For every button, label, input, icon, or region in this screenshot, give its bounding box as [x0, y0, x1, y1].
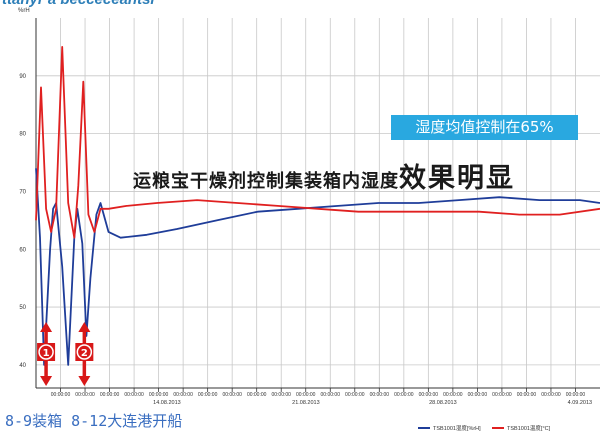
marker-number-ring — [38, 344, 54, 360]
date-label: 21.08.2013 — [292, 400, 320, 406]
headline-lead: 运粮宝干燥剂控制集装箱内湿度 — [133, 171, 399, 192]
marker-number: 1 — [43, 348, 50, 359]
axes: 40 50 60 70 80 90 %rH 00:00:00 00:00:00 00:00:00 0… — [18, 8, 600, 406]
legend-label: TSB1001湿度[%rH] — [433, 424, 481, 432]
marker-arrow-head-up — [78, 322, 91, 332]
y-tick-label: 70 — [19, 189, 26, 195]
legend: TSB1001湿度[%rH] TSB1001温度[°C] — [418, 424, 551, 432]
x-tick-label: 00:00:00 — [198, 392, 218, 398]
x-tick-label: 00:00:00 — [100, 392, 120, 398]
x-tick-label: 00:00:00 — [566, 392, 586, 398]
shipping-note: 8-9装箱 8-12大连港开船 — [5, 412, 183, 430]
marker-arrow-head-up — [40, 322, 53, 332]
x-tick-label: 00:00:00 — [173, 392, 193, 398]
x-tick-label: 00:00:00 — [345, 392, 365, 398]
marker-arrow-head-down — [78, 376, 91, 386]
marker-arrow-head-down — [40, 376, 53, 386]
x-tick-label: 00:00:00 — [124, 392, 144, 398]
date-label: 4.09.2013 — [568, 400, 592, 406]
marker-number: 2 — [81, 348, 88, 359]
grid-lines — [36, 18, 600, 388]
marker-number-ring — [76, 344, 93, 360]
series-line — [35, 46, 600, 239]
humidity-average-callout: 湿度均值控制在65% — [391, 115, 578, 140]
y-tick-label: 90 — [19, 74, 26, 80]
x-tick-label: 00:00:00 — [321, 392, 341, 398]
x-tick-label: 00:00:00 — [394, 392, 414, 398]
x-tick-label: 00:00:00 — [149, 392, 169, 398]
x-tick-label: 00:00:00 — [541, 392, 561, 398]
x-tick-label: 00:00:00 — [517, 392, 537, 398]
x-tick-label: 00:00:00 — [75, 392, 95, 398]
date-label: 28.08.2013 — [429, 400, 457, 406]
headline: 运粮宝干燥剂控制集装箱内湿度效果明显 — [133, 156, 515, 195]
x-tick-label: 00:00:00 — [247, 392, 267, 398]
headline-emphasis: 效果明显 — [399, 163, 515, 194]
y-tick-label: 50 — [19, 305, 26, 311]
x-tick-label: 00:00:00 — [296, 392, 316, 398]
series-lines — [35, 46, 600, 366]
legend-label: TSB1001温度[°C] — [507, 424, 551, 432]
series-line — [35, 168, 600, 366]
x-tick-label: 00:00:00 — [468, 392, 488, 398]
x-tick-label: 00:00:00 — [492, 392, 512, 398]
date-label: 14.08.2013 — [153, 400, 181, 406]
y-tick-label: 80 — [19, 132, 26, 138]
y-tick-label: 60 — [19, 247, 26, 253]
x-tick-label: 00:00:00 — [51, 392, 71, 398]
y-tick-label: 40 — [19, 363, 26, 369]
x-tick-label: 00:00:00 — [370, 392, 390, 398]
x-tick-label: 00:00:00 — [443, 392, 463, 398]
x-tick-label: 00:00:00 — [222, 392, 242, 398]
y-axis-label: %rH — [18, 8, 30, 14]
x-tick-label: 00:00:00 — [419, 392, 439, 398]
cut-off-header-text: ttanyr a becceceantsr — [2, 0, 156, 8]
x-tick-label: 00:00:00 — [271, 392, 291, 398]
